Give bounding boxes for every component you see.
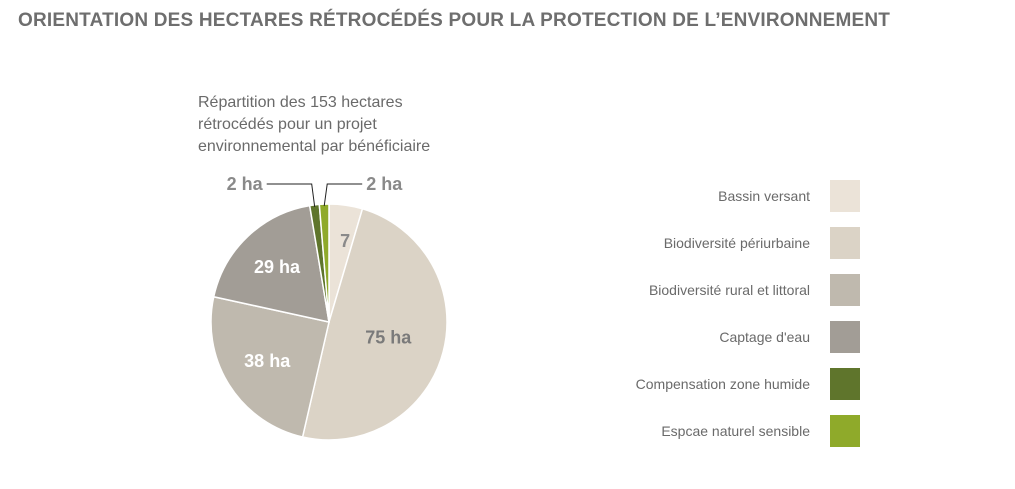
pie-slice-biodiversite-periurbaine — [301, 207, 448, 441]
legend-swatch — [830, 368, 860, 400]
legend-swatch — [830, 227, 860, 259]
legend-item-compensation-zone-humide: Compensation zone humide — [560, 368, 860, 402]
slice-label-biodiversite-rural-littoral: 38 ha — [244, 351, 291, 371]
legend-label: Captage d'eau — [719, 329, 810, 345]
legend-swatch — [830, 321, 860, 353]
pie-slice-captage-eau — [212, 204, 330, 323]
legend-label: Biodiversité rural et littoral — [648, 282, 810, 298]
leader-line-compensation-zone-humide — [266, 183, 316, 207]
legend-swatch — [830, 274, 860, 306]
legend-label: Espcae naturel sensible — [661, 423, 810, 439]
leader-line-espace-naturel-sensible — [323, 183, 363, 207]
subtitle-line-1: Répartition des 153 hectares — [198, 94, 403, 111]
subtitle-line-2: rétrocédés pour un projet — [198, 116, 377, 133]
legend-swatch — [830, 415, 860, 447]
legend-item-bassin-versant: Bassin versant — [560, 180, 860, 214]
slice-label-captage-eau: 29 ha — [254, 257, 301, 277]
legend-item-espace-naturel-sensible: Espcae naturel sensible — [560, 415, 860, 449]
chart-subtitle: Répartition des 153 hectares rétrocédés … — [198, 92, 518, 158]
legend-label: Bassin versant — [718, 188, 810, 204]
legend-item-captage-eau: Captage d'eau — [560, 321, 860, 355]
legend-label: Biodiversité périurbaine — [663, 235, 810, 251]
legend-item-biodiversite-periurbaine: Biodiversité périurbaine — [560, 227, 860, 261]
slice-label-compensation-zone-humide: 2 ha — [227, 174, 264, 194]
legend-label: Compensation zone humide — [635, 376, 810, 392]
slice-label-espace-naturel-sensible: 2 ha — [366, 174, 403, 194]
pie-slice-biodiversite-rural-littoral — [210, 295, 330, 438]
chart-title: ORIENTATION DES HECTARES RÉTROCÉDÉS POUR… — [18, 10, 891, 31]
subtitle-line-3: environnemental par bénéficiaire — [198, 138, 431, 155]
legend-item-biodiversite-rural-littoral: Biodiversité rural et littoral — [560, 274, 860, 308]
slice-label-biodiversite-periurbaine: 75 ha — [365, 328, 412, 348]
legend-swatch — [830, 180, 860, 212]
